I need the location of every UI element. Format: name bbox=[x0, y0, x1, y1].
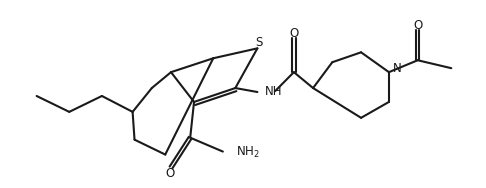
Text: N: N bbox=[393, 62, 401, 75]
Text: O: O bbox=[289, 27, 298, 40]
Text: O: O bbox=[165, 167, 174, 180]
Text: O: O bbox=[413, 19, 422, 32]
Text: S: S bbox=[255, 36, 262, 49]
Text: NH: NH bbox=[264, 85, 282, 98]
Text: NH$_2$: NH$_2$ bbox=[236, 145, 260, 160]
